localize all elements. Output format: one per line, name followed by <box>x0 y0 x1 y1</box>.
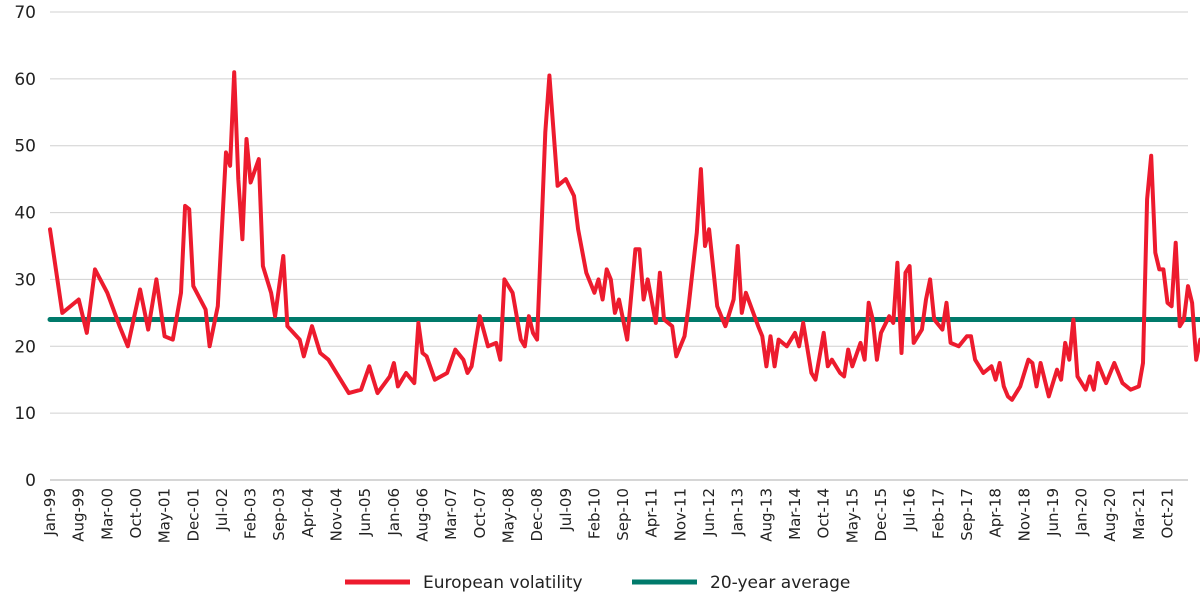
x-tick-label: Jan-20 <box>1073 488 1091 537</box>
x-tick-label: Apr-04 <box>299 488 317 538</box>
x-tick-label: Nov-18 <box>1015 488 1033 541</box>
x-tick-label: Jul-09 <box>557 488 575 532</box>
series-line-european-volatility <box>48 70 1200 402</box>
x-tick-label: Nov-11 <box>671 488 689 541</box>
x-tick-label: Jul-16 <box>901 488 919 532</box>
x-tick-label: May-01 <box>156 488 174 543</box>
y-tick-label: 70 <box>14 3 36 23</box>
x-tick-label: Sep-03 <box>270 488 288 541</box>
legend: European volatility 20-year average <box>345 573 850 593</box>
x-tick-label: Aug-99 <box>70 488 88 542</box>
x-tick-label: Sep-10 <box>614 488 632 541</box>
x-tick-label: May-15 <box>843 488 861 543</box>
y-tick-label: 20 <box>14 337 36 357</box>
x-tick-label: Jul-02 <box>213 488 231 532</box>
x-tick-label: Oct-00 <box>127 488 145 538</box>
y-axis-tick-labels: 0 10 20 30 40 50 60 70 <box>14 3 36 491</box>
x-tick-label: Mar-14 <box>786 488 804 540</box>
series-lines <box>47 70 1200 402</box>
y-tick-label: 40 <box>14 204 36 224</box>
x-tick-label: Jun-05 <box>356 488 374 537</box>
x-tick-label: Aug-20 <box>1101 488 1119 542</box>
x-axis-tick-labels: Jan-99 Aug-99 Mar-00 Oct-00 May-01 Dec-01 Jul-… <box>41 488 1177 543</box>
x-tick-label: Feb-17 <box>929 488 947 539</box>
x-tick-label: Dec-15 <box>872 488 890 542</box>
legend-label-european-volatility: European volatility <box>423 573 583 593</box>
x-tick-label: Jan-06 <box>385 488 403 537</box>
x-tick-label: Jun-12 <box>700 488 718 537</box>
x-tick-label: Jan-13 <box>729 488 747 537</box>
x-tick-label: Nov-04 <box>328 488 346 541</box>
x-tick-label: Apr-11 <box>643 488 661 538</box>
x-tick-label: Jan-99 <box>41 488 59 537</box>
x-tick-label: Mar-00 <box>98 488 116 540</box>
x-tick-label: Dec-08 <box>528 488 546 542</box>
x-tick-label: Feb-03 <box>242 488 260 539</box>
x-tick-label: Jun-19 <box>1044 488 1062 537</box>
x-tick-label: Sep-17 <box>958 488 976 541</box>
x-tick-label: Mar-21 <box>1130 488 1148 540</box>
x-tick-label: Oct-07 <box>471 488 489 538</box>
legend-label-20-year-average: 20-year average <box>710 573 850 593</box>
x-tick-label: Feb-10 <box>585 488 603 539</box>
y-tick-label: 60 <box>14 70 36 90</box>
y-tick-label: 30 <box>14 270 36 290</box>
x-tick-label: Dec-01 <box>184 488 202 542</box>
x-tick-label: Apr-18 <box>987 488 1005 538</box>
x-tick-label: Aug-06 <box>414 488 432 542</box>
x-tick-label: Oct-14 <box>815 488 833 538</box>
x-tick-label: Oct-21 <box>1159 488 1177 538</box>
y-tick-label: 50 <box>14 137 36 157</box>
y-tick-label: 10 <box>14 404 36 424</box>
x-tick-label: Aug-13 <box>757 488 775 542</box>
x-tick-label: May-08 <box>499 488 517 543</box>
y-tick-label: 0 <box>25 471 36 491</box>
x-tick-label: Mar-07 <box>442 488 460 540</box>
